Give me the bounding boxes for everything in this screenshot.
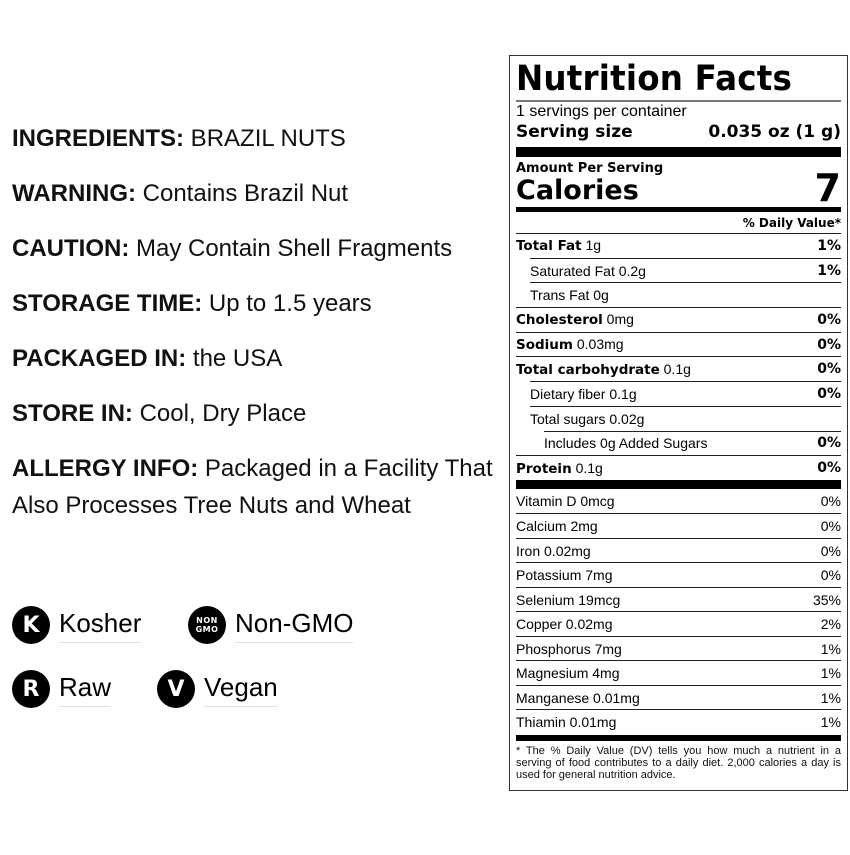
badge-kosher[interactable]: K Kosher bbox=[12, 606, 142, 644]
nutrient-row-saturated-fat: Saturated Fat 0.2g 1% bbox=[530, 257, 841, 283]
calories-value: 7 bbox=[814, 166, 841, 210]
nutrient-row-cholesterol: Cholesterol 0mg 0% bbox=[516, 307, 841, 332]
vitamin-row-manganese: Manganese 0.01mg 1% bbox=[516, 684, 841, 710]
vitamin-row-calcium: Calcium 2mg 0% bbox=[516, 513, 841, 538]
divider-medium bbox=[516, 207, 841, 212]
serving-size: Serving size 0.035 oz (1 g) bbox=[516, 122, 841, 142]
kosher-icon: K bbox=[12, 606, 50, 644]
badge-label: Vegan bbox=[204, 671, 278, 707]
badge-label: Kosher bbox=[59, 607, 142, 643]
nutrient-row-total-fat: Total Fat 1g 1% bbox=[516, 233, 841, 258]
info-store-in: STORE IN: Cool, Dry Place bbox=[12, 400, 307, 427]
info-warning: WARNING: Contains Brazil Nut bbox=[12, 180, 349, 207]
product-info: INGREDIENTS: BRAZIL NUTS WARNING: Contai… bbox=[12, 120, 502, 542]
info-caution: CAUTION: May Contain Shell Fragments bbox=[12, 235, 453, 262]
servings-per-container: 1 servings per container bbox=[516, 103, 687, 120]
vitamin-row-vitamin-d: Vitamin D 0mcg 0% bbox=[516, 493, 841, 510]
calories: Calories 7 bbox=[516, 166, 841, 210]
nutrient-row-trans-fat: Trans Fat 0g bbox=[530, 282, 841, 307]
attribute-badges: K Kosher NON GMO Non-GMO R Raw V Vegan bbox=[12, 606, 492, 734]
daily-value-footnote: * The % Daily Value (DV) tells you how m… bbox=[516, 744, 841, 781]
info-ingredients: INGREDIENTS: BRAZIL NUTS bbox=[12, 125, 346, 152]
nutrition-facts-label: Nutrition Facts 1 servings per container… bbox=[509, 55, 848, 791]
vitamin-row-thiamin: Thiamin 0.01mg 1% bbox=[516, 709, 841, 734]
badge-row: K Kosher NON GMO Non-GMO bbox=[12, 606, 492, 670]
badge-row: R Raw V Vegan bbox=[12, 670, 492, 734]
divider bbox=[516, 100, 841, 102]
nutrient-row-total-carbohydrate: Total carbohydrate 0.1g 0% bbox=[516, 356, 841, 381]
nutrition-title: Nutrition Facts bbox=[516, 59, 793, 99]
vitamin-row-phosphorus: Phosphorus 7mg 1% bbox=[516, 635, 841, 661]
raw-icon: R bbox=[12, 670, 50, 708]
amount-per-serving: Amount Per Serving bbox=[516, 161, 664, 176]
badge-non-gmo[interactable]: NON GMO Non-GMO bbox=[188, 606, 354, 644]
badge-raw[interactable]: R Raw bbox=[12, 670, 112, 708]
info-allergy: ALLERGY INFO: Packaged in a Facility Tha… bbox=[12, 455, 493, 519]
divider-thick bbox=[516, 734, 841, 741]
divider-thick bbox=[516, 147, 841, 157]
badge-label: Raw bbox=[59, 671, 112, 707]
nutrient-row-dietary-fiber: Dietary fiber 0.1g 0% bbox=[530, 381, 841, 406]
info-packaged-in: PACKAGED IN: the USA bbox=[12, 345, 283, 372]
daily-value-header: % Daily Value* bbox=[742, 216, 841, 230]
vitamin-row-selenium: Selenium 19mcg 35% bbox=[516, 586, 841, 612]
vitamin-row-magnesium: Magnesium 4mg 1% bbox=[516, 660, 841, 685]
divider-thick bbox=[516, 479, 841, 489]
vegan-icon: V bbox=[157, 670, 195, 708]
nutrient-row-total-sugars: Total sugars 0.02g bbox=[530, 405, 841, 431]
non-gmo-icon: NON GMO bbox=[188, 606, 226, 644]
vitamin-row-iron: Iron 0.02mg 0% bbox=[516, 537, 841, 563]
info-storage-time: STORAGE TIME: Up to 1.5 years bbox=[12, 290, 372, 317]
badge-vegan[interactable]: V Vegan bbox=[157, 670, 278, 708]
nutrient-row-sodium: Sodium 0.03mg 0% bbox=[516, 331, 841, 357]
nutrient-row-protein: Protein 0.1g 0% bbox=[516, 455, 841, 480]
nutrient-row-added-sugars: Includes 0g Added Sugars 0% bbox=[544, 430, 841, 456]
badge-label: Non-GMO bbox=[235, 607, 354, 643]
vitamin-row-potassium: Potassium 7mg 0% bbox=[516, 562, 841, 587]
vitamin-row-copper: Copper 0.02mg 2% bbox=[516, 611, 841, 636]
